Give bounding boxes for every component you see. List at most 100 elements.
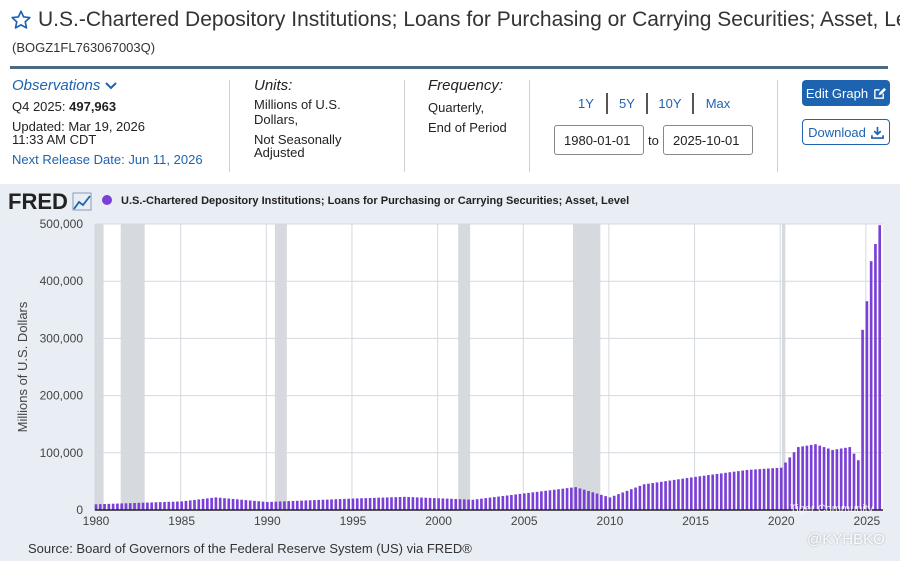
observations-panel: Observations Q4 2025: 497,963 Updated: M…	[12, 78, 217, 167]
data-bar	[167, 501, 171, 510]
data-bar	[621, 492, 625, 510]
y-tick-label: 200,000	[40, 389, 84, 403]
y-axis-title: Millions of U.S. Dollars	[15, 301, 30, 432]
y-tick-label: 400,000	[40, 274, 84, 288]
data-bar	[385, 497, 389, 510]
data-bar	[677, 479, 680, 510]
data-bar	[235, 499, 239, 510]
data-bar	[698, 476, 702, 510]
data-bar	[394, 497, 398, 510]
data-bar	[420, 497, 423, 510]
divider	[777, 80, 778, 172]
edit-graph-button[interactable]: Edit Graph	[802, 80, 890, 106]
data-bar	[831, 449, 834, 510]
download-label: Download	[808, 124, 866, 140]
range-5y-button[interactable]: 5Y	[608, 93, 648, 114]
edit-icon	[874, 87, 887, 99]
legend-marker	[102, 195, 112, 205]
end-date-input[interactable]: 2025-10-01	[663, 125, 753, 155]
x-tick-label: 2010	[597, 514, 624, 528]
data-bar	[467, 499, 470, 510]
data-bar	[287, 501, 291, 510]
download-button[interactable]: Download	[802, 119, 890, 145]
y-tick-label: 100,000	[40, 446, 84, 460]
legend-label: U.S.-Chartered Depository Institutions; …	[121, 195, 629, 207]
data-bar	[154, 502, 158, 510]
range-max-button[interactable]: Max	[705, 96, 731, 111]
data-bar	[805, 445, 809, 510]
data-bar	[861, 329, 864, 510]
data-bar	[557, 489, 560, 510]
y-tick-label: 0	[76, 503, 83, 517]
data-bar	[432, 498, 436, 510]
data-bar	[321, 499, 325, 510]
observation-period: Q4 2025:	[12, 99, 66, 114]
title-row: U.S.-Chartered Depository Institutions; …	[10, 8, 900, 32]
data-bar	[634, 487, 637, 510]
data-bar	[107, 503, 111, 510]
data-bar	[548, 490, 552, 510]
x-tick-label: 2020	[768, 514, 795, 528]
data-bar	[218, 497, 222, 510]
data-bar	[749, 469, 753, 510]
data-bar	[685, 478, 689, 510]
watermark-handle: @KYHBKO	[807, 531, 885, 548]
x-tick-label: 2015	[682, 514, 709, 528]
data-bar	[94, 504, 98, 510]
data-bar	[424, 497, 428, 510]
data-bar	[253, 500, 256, 510]
data-bar	[265, 501, 269, 510]
data-bar	[163, 501, 166, 510]
units-line: Dollars,	[254, 112, 299, 127]
data-bar	[835, 449, 839, 510]
data-bar	[304, 500, 308, 510]
data-bar	[582, 489, 586, 510]
star-icon[interactable]	[10, 9, 32, 31]
next-release-link[interactable]: Next Release Date: Jun 11, 2026	[12, 152, 203, 167]
data-bar	[227, 498, 231, 510]
recession-band	[120, 224, 145, 510]
data-bar	[257, 501, 261, 510]
data-bar	[295, 500, 299, 510]
data-bar	[767, 468, 770, 510]
range-10y-button[interactable]: 10Y	[648, 93, 694, 114]
series-id: (BOGZ1FL763067003Q)	[12, 40, 156, 55]
plot-background	[95, 224, 883, 510]
data-bar	[775, 467, 779, 510]
start-date-input[interactable]: 1980-01-01	[554, 125, 644, 155]
data-bar	[317, 499, 321, 510]
x-tick-label: 1985	[168, 514, 195, 528]
data-bar	[792, 452, 796, 510]
data-bar	[647, 483, 650, 510]
data-bar	[214, 497, 218, 510]
data-bar	[206, 498, 209, 510]
data-bar	[201, 498, 205, 510]
data-bar	[852, 453, 856, 510]
recession-band	[572, 224, 601, 510]
data-bar	[707, 475, 710, 510]
data-bar	[390, 497, 393, 510]
data-bar	[809, 444, 813, 510]
data-bar	[878, 225, 882, 510]
data-bar	[629, 489, 633, 510]
observations-toggle[interactable]: Observations	[12, 78, 217, 93]
data-bar	[591, 492, 595, 510]
data-bar	[608, 497, 612, 510]
data-bar	[681, 478, 685, 510]
data-bar	[694, 476, 697, 510]
data-bar	[278, 501, 282, 510]
data-bar	[544, 490, 548, 510]
divider	[529, 80, 530, 172]
data-bar	[540, 491, 543, 510]
range-1y-button[interactable]: 1Y	[566, 93, 608, 114]
data-bar	[788, 457, 792, 510]
data-bar	[180, 501, 183, 510]
recession-band	[274, 224, 287, 510]
data-bar	[137, 502, 141, 510]
recession-band	[781, 224, 786, 510]
data-bar	[839, 448, 843, 510]
data-bar	[758, 469, 762, 510]
data-bar	[505, 495, 509, 510]
data-bar	[210, 497, 213, 510]
data-bar	[501, 496, 505, 510]
